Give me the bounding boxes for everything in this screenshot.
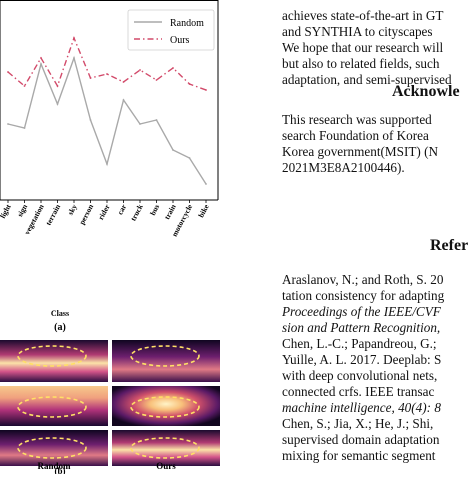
series-point-ours <box>23 85 26 87</box>
highlight-ellipse <box>130 396 200 418</box>
series-point-random <box>172 149 174 151</box>
reference-line: with deep convolutional nets, <box>282 368 438 383</box>
x-tick-label: train <box>162 202 178 221</box>
reference-line: machine intelligence, 40(4): 8 <box>282 400 441 415</box>
highlight-ellipse <box>17 396 87 418</box>
series-point-ours <box>106 73 108 75</box>
x-tick-label: rider <box>96 202 112 221</box>
panel-a-label: (a) <box>54 322 66 333</box>
series-point-random <box>122 99 125 101</box>
series-layer <box>7 36 207 185</box>
series-line-random <box>7 55 207 185</box>
references-heading: Refer <box>430 237 469 254</box>
highlight-ellipse <box>130 437 200 459</box>
reference-line: supervised domain adaptation <box>282 432 440 447</box>
x-tick-label: car <box>115 202 128 216</box>
heatmap-column-label-random: Random <box>37 461 71 471</box>
acknowledgment-heading: Acknowle <box>392 83 460 100</box>
x-axis-title: Class <box>51 309 69 318</box>
series-point-random <box>23 127 26 129</box>
heatmap-column-label-ours: Ours <box>156 461 176 471</box>
highlight-ellipse <box>130 345 200 367</box>
x-tick-label: bike <box>196 202 211 219</box>
figure-panel: light sign vegetation terrain sky person rider… <box>0 0 220 476</box>
heatmap-grid <box>0 340 220 466</box>
reference-line: Chen, S.; Jia, X.; He, J.; Shi, <box>282 416 434 431</box>
text-line: search Foundation of Korea <box>282 128 429 143</box>
conclusion-paragraph: achieves state-of-the-art in GT and SYNTH… <box>282 8 452 88</box>
x-tick-label: truck <box>129 202 146 222</box>
series-point-ours <box>188 83 191 85</box>
heatmap-ours-3 <box>112 430 220 466</box>
reference-line: Chen, L.-C.; Papandreou, G.; <box>282 336 437 351</box>
reference-line: Araslanov, N.; and Roth, S. 20 <box>282 272 444 287</box>
x-tick-label: sky <box>66 202 79 216</box>
heatmap-ours-2 <box>112 386 220 426</box>
series-point-ours <box>89 77 92 79</box>
text-line: adaptation, and semi-supervised <box>282 72 452 87</box>
series-point-random <box>89 119 92 121</box>
series-point-ours <box>155 79 158 81</box>
series-point-ours <box>205 89 207 91</box>
reference-line: tation consistency for adapting <box>282 288 445 303</box>
reference-line: connected crfs. IEEE transac <box>282 384 435 399</box>
reference-line: sion and Pattern Recognition, <box>282 320 441 335</box>
heatmap-ours-1 <box>112 340 220 382</box>
x-tick-label: person <box>77 202 96 226</box>
heatmap-random-2 <box>0 386 108 426</box>
series-point-random <box>73 57 75 59</box>
series-point-random <box>155 119 158 121</box>
highlight-ellipse <box>17 345 87 367</box>
series-point-ours <box>139 69 141 71</box>
highlight-ellipse <box>17 437 87 459</box>
text-line: We hope that our research will <box>282 40 444 55</box>
paper-text-column: achieves state-of-the-art in GT and SYNTH… <box>282 0 474 474</box>
reference-line: mixing for semantic segment <box>282 448 436 463</box>
series-point-random <box>106 163 108 165</box>
x-tick-label: sign <box>15 202 29 218</box>
acknowledgment-paragraph: This research was supported search Founda… <box>282 112 438 176</box>
x-tick-label: bus <box>148 203 161 217</box>
text-line: 2021M3E8A2100446). <box>282 160 405 175</box>
series-point-ours <box>73 37 75 39</box>
text-line: This research was supported <box>282 112 432 127</box>
references-list: Araslanov, N.; and Roth, S. 20 tation con… <box>282 272 444 464</box>
panel-b-label: (b) <box>55 466 66 474</box>
series-point-ours <box>7 71 9 73</box>
legend-label-random: Random <box>170 18 204 29</box>
series-point-ours <box>56 85 59 87</box>
legend-box <box>127 9 215 51</box>
series-point-ours <box>122 81 125 83</box>
series-point-random <box>205 183 207 185</box>
text-line: and SYNTHIA to cityscapes <box>282 24 433 39</box>
x-tick-label: terrain <box>44 202 63 227</box>
heatmap-random-1 <box>0 340 108 382</box>
heatmap-random-3 <box>0 430 108 466</box>
legend-label-ours: Ours <box>170 35 190 46</box>
series-point-random <box>7 123 9 125</box>
reference-line: Yuille, A. L. 2017. Deeplab: S <box>282 352 442 367</box>
x-tick-label: light <box>0 202 13 220</box>
text-line: but also to related fields, such <box>282 56 440 71</box>
series-point-random <box>40 63 42 65</box>
text-line: achieves state-of-the-art in GT <box>282 8 444 23</box>
series-point-random <box>188 157 191 159</box>
text-line: Korea government(MSIT) (N <box>282 144 439 159</box>
series-point-random <box>56 103 59 105</box>
chart-legend: Random Ours <box>127 9 215 51</box>
series-point-ours <box>40 57 42 59</box>
reference-line: Proceedings of the IEEE/CVF <box>282 304 441 319</box>
series-point-random <box>139 123 141 125</box>
series-point-ours <box>172 67 174 69</box>
